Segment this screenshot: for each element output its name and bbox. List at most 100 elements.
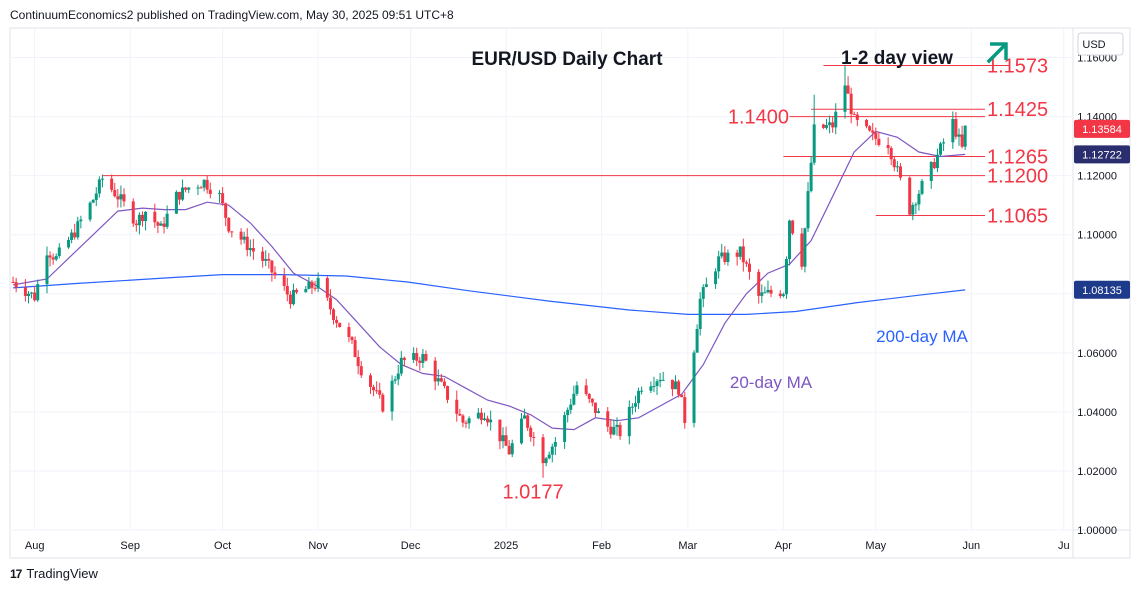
candle-body [313,287,317,289]
candle-body [230,231,234,233]
candle-body [30,292,34,294]
candle-body [11,281,15,283]
candle-body [674,381,678,390]
candle-body [347,327,351,338]
time-tick-label: May [865,540,886,552]
candle-body [264,258,268,261]
candle-body [316,278,320,289]
candle-body [446,386,450,400]
candle-body [140,214,144,222]
currency-label: USD [1082,39,1105,51]
footer-brand[interactable]: 17 TradingView [10,566,98,581]
price-tag-label-last: 1.13584 [1082,124,1122,136]
candle-body [821,124,825,128]
time-tick-label: Dec [401,540,421,552]
level-label-1.1200: 1.1200 [987,166,1048,188]
price-tick-label: 1.00000 [1077,525,1117,537]
candle-body [433,360,437,382]
candle-body [464,422,468,424]
candle-body [325,278,329,298]
candle-body [680,394,684,398]
candle-body [350,337,354,341]
candle-body [418,360,422,363]
candle-body [553,441,557,447]
candle-body [791,220,795,234]
candle-body [100,178,104,180]
ma20-layer [12,130,966,431]
candle-body [415,353,419,361]
candle-body [131,201,135,224]
candle-body [655,381,659,386]
candle-body [550,446,554,455]
candle-body [242,236,246,240]
candle-body [381,394,385,412]
candle-body [920,181,924,194]
candle-body [245,236,249,251]
candle-body [701,287,705,299]
candle-body [76,221,80,238]
candle-body [137,214,141,226]
candle-body [507,445,511,455]
candle-body [504,435,508,446]
candle-body [267,258,271,261]
ma200-line [13,274,966,315]
candle-body [482,418,486,421]
time-tick-label: Sep [120,540,140,552]
candle-body [23,287,27,296]
candle-body [852,114,856,116]
candle-body [892,159,896,168]
candle-body [458,413,462,416]
candle-body [455,399,459,414]
candle-body [424,354,428,361]
candle-body [288,294,292,305]
candle-body [205,179,209,190]
candle-body [501,435,505,442]
candle-body [615,424,619,427]
candle-body [695,329,699,353]
time-axis[interactable]: Aug Sep Oct Nov Dec 2025 Feb Mar Apr May Jun Ju [25,540,1070,552]
candle-body [196,187,200,189]
candle-body [593,402,597,413]
candle-body [486,418,490,423]
candle-body [393,379,397,381]
candle-body [606,411,610,427]
candle-body [714,271,718,285]
candle-body [144,211,148,222]
candle-body [282,275,286,287]
up-arrow-icon [986,43,1007,64]
candle-body [134,223,138,226]
price-axis[interactable]: 1.160001.140001.120001.100001.080001.060… [1074,32,1130,537]
time-tick-label: Mar [678,540,697,552]
candle-body [33,292,37,301]
candle-body [720,252,724,257]
candle-body [704,284,708,288]
price-tag-ma200 [1074,280,1130,299]
candle-body [159,223,163,226]
ma200-layer [13,274,966,315]
chart-subtitle: 1-2 day view [841,48,953,69]
candle-body [723,252,727,263]
candle-body [36,284,40,301]
candle-body [54,256,58,260]
candle-body [304,288,308,293]
candle-body [738,246,742,257]
candle-body [162,223,166,227]
candle-body [563,415,567,442]
candle-body [747,263,751,272]
support-resistance-levels [102,65,1010,217]
candle-body [261,251,265,261]
candle-body [412,353,416,360]
candle-body [597,411,601,413]
candle-body [461,415,465,423]
candle-body [199,187,203,189]
price-tag-label-ma20: 1.12722 [1082,149,1122,161]
candle-body [489,419,493,423]
candle-body [510,443,514,455]
candle-body [368,375,372,387]
candle-body [698,298,702,330]
candle-body [73,232,77,238]
candle-body [809,162,813,192]
candle-body [917,193,921,205]
chart-grid [9,27,1131,559]
